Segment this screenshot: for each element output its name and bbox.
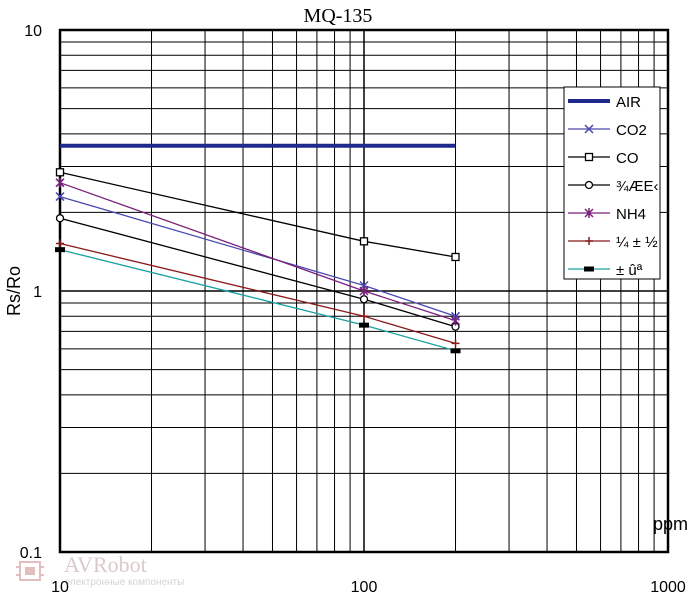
x-axis-label: ppm bbox=[653, 514, 688, 534]
legend-item: ¼ ± ½ bbox=[568, 234, 658, 251]
data-point-bar-marker bbox=[584, 266, 594, 272]
series-line bbox=[59, 171, 456, 258]
legend-item: CO bbox=[568, 150, 639, 167]
series bbox=[55, 143, 461, 354]
plot-frame bbox=[58, 28, 670, 554]
y-tick-label: 0.1 bbox=[20, 545, 42, 562]
data-point-plus-marker bbox=[451, 339, 460, 348]
legend-item: AIR bbox=[568, 94, 641, 111]
y-tick-label: 10 bbox=[24, 23, 42, 40]
series--e- bbox=[55, 214, 460, 331]
data-point-circle-marker bbox=[359, 295, 369, 304]
tick-labels: 10 100 1000 0.1 1 10 bbox=[20, 23, 686, 596]
legend: AIR CO2 CO ¾ÆE‹ NH4 ¼ ± ½ ± ûª bbox=[563, 86, 661, 280]
legend-label: CO2 bbox=[616, 122, 647, 139]
series-line bbox=[59, 242, 456, 345]
legend-label: AIR bbox=[616, 94, 641, 111]
data-point-x-marker bbox=[55, 192, 65, 202]
legend-label: ± ûª bbox=[616, 262, 643, 279]
x-tick-label: 100 bbox=[351, 579, 378, 596]
y-tick-label: 1 bbox=[33, 284, 42, 301]
data-point-square-marker bbox=[451, 252, 460, 262]
data-point-bar-marker bbox=[359, 322, 369, 328]
legend-item: ± ûª bbox=[568, 262, 643, 279]
data-point-plus-marker bbox=[585, 237, 593, 245]
x-tick-label: 10 bbox=[51, 579, 69, 596]
legend-label: NH4 bbox=[616, 206, 646, 223]
data-point-asterisk-marker bbox=[450, 315, 461, 326]
series-line bbox=[59, 182, 456, 322]
data-point-bar-marker bbox=[55, 247, 65, 253]
legend-item: CO2 bbox=[568, 122, 647, 139]
data-point-x-marker bbox=[584, 124, 594, 134]
series-nh4 bbox=[55, 177, 461, 326]
chip-logo-icon bbox=[16, 561, 44, 581]
watermark: AVRobot электронные компоненты bbox=[8, 552, 228, 592]
legend-label: CO bbox=[616, 150, 639, 167]
watermark-subtitle: электронные компоненты bbox=[65, 577, 185, 588]
legend-label: ¾ÆE‹ bbox=[616, 178, 659, 195]
data-point-plus-marker bbox=[56, 239, 64, 248]
data-point-square-marker bbox=[359, 237, 369, 246]
data-point-circle-marker bbox=[55, 214, 65, 223]
data-point-asterisk-marker bbox=[55, 177, 65, 188]
data-point-square-marker bbox=[55, 168, 65, 177]
legend-item: NH4 bbox=[568, 206, 646, 223]
data-point-bar-marker bbox=[450, 348, 461, 354]
data-point-circle-marker bbox=[584, 180, 594, 190]
x-tick-label: 1000 bbox=[650, 579, 686, 596]
legend-box bbox=[563, 86, 661, 280]
series-line bbox=[59, 249, 456, 352]
data-point-asterisk-marker bbox=[584, 208, 594, 218]
series-line bbox=[59, 217, 456, 328]
data-point-plus-marker bbox=[360, 312, 368, 321]
legend-label: ¼ ± ½ bbox=[616, 234, 658, 251]
chart-title: MQ-135 bbox=[304, 5, 373, 27]
y-axis-label: Rs/Ro bbox=[4, 266, 24, 316]
legend-item: ¾ÆE‹ bbox=[568, 178, 659, 195]
watermark-brand: AVRobot bbox=[64, 552, 147, 577]
series-co bbox=[55, 168, 460, 262]
series-- bbox=[55, 247, 461, 354]
series-- bbox=[56, 239, 460, 348]
data-point-square-marker bbox=[584, 152, 594, 162]
data-point-asterisk-marker bbox=[359, 286, 369, 296]
